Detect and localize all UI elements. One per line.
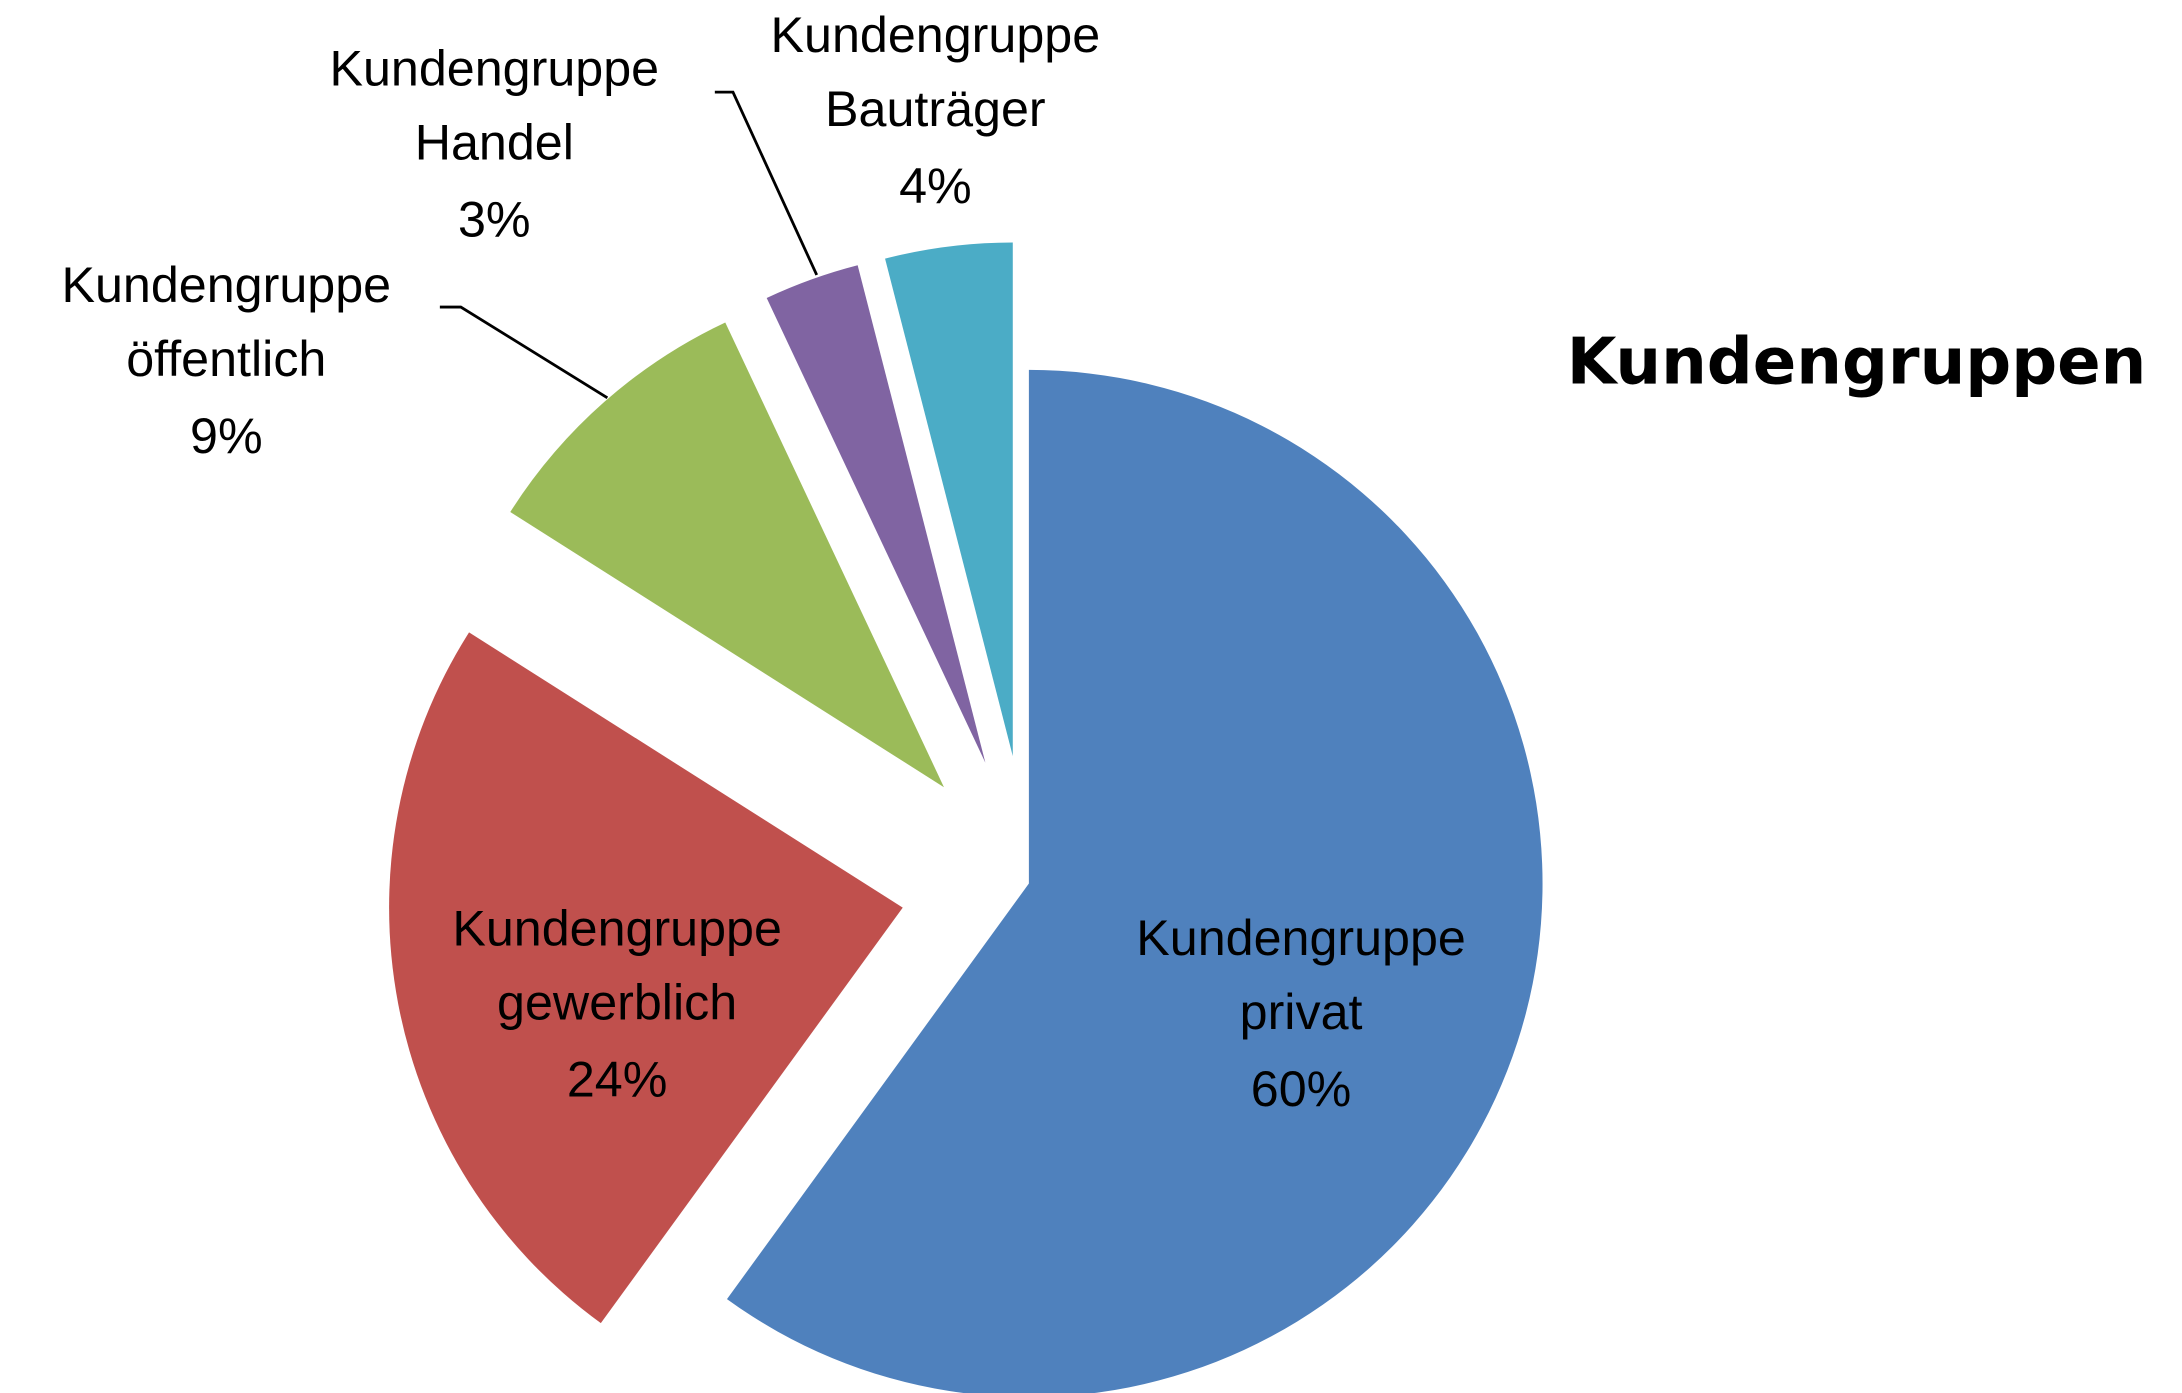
label-line: privat [1240, 984, 1363, 1040]
slice-label: Kundengruppe öffentlich [61, 257, 391, 387]
pie-slice [510, 322, 944, 788]
label-line: Handel [415, 115, 574, 171]
pie-slice [389, 632, 903, 1324]
slice-label: Kundengruppe gewerblich [452, 901, 782, 1031]
leader-line [439, 305, 609, 399]
label-line: Kundengruppe [771, 7, 1101, 63]
label-line: Kundengruppe [329, 41, 659, 97]
pie-slice [885, 242, 1013, 757]
pie-slice [766, 265, 986, 763]
slice-label: Kundengruppe Bauträger [771, 7, 1101, 137]
label-line: Kundengruppe [1136, 910, 1466, 966]
value-label: 9% [190, 408, 263, 464]
label-line: öffentlich [126, 331, 326, 387]
leader-line [714, 90, 818, 276]
label-line: gewerblich [497, 975, 737, 1031]
slice-label: Kundengruppe Handel [329, 41, 659, 171]
value-label: 4% [899, 158, 972, 214]
label-line: Kundengruppe [452, 901, 782, 957]
chart-title: Kundengruppen [1567, 324, 2147, 399]
label-line: Bauträger [825, 81, 1046, 137]
slice-label: Kundengruppe privat [1136, 910, 1466, 1040]
value-label: 24% [567, 1051, 668, 1107]
value-label: 3% [458, 192, 531, 248]
value-label: 60% [1251, 1061, 1352, 1117]
label-line: Kundengruppe [61, 257, 391, 313]
pie-slice [726, 369, 1543, 1393]
